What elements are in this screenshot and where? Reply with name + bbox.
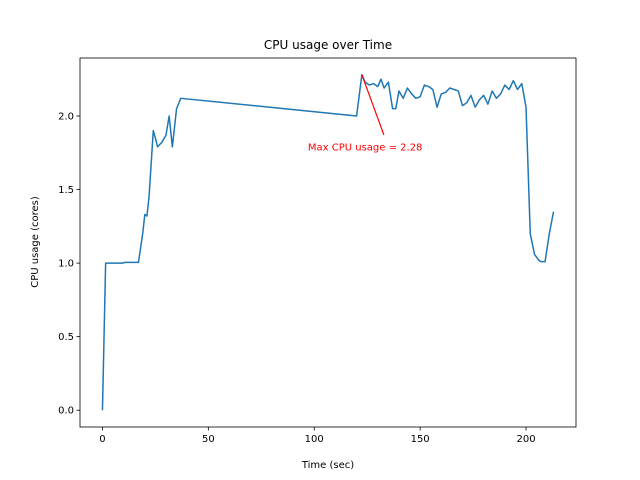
x-tick-label: 200: [516, 434, 535, 445]
series-line-0: [101, 74, 555, 411]
x-tick-label: 150: [411, 434, 430, 445]
y-tick-label: 1.0: [58, 259, 74, 270]
x-tick-label: 0: [99, 434, 105, 445]
annotation-arrow: [361, 74, 385, 136]
annotation-label: Max CPU usage = 2.28: [308, 142, 423, 153]
y-tick-label: 2.0: [58, 111, 74, 122]
plot-area: [79, 57, 577, 428]
x-tick-label: 100: [305, 434, 324, 445]
axis-ticks: 0 50 100 150 200 0.0 0.5 1.0 1.5 2.0: [58, 111, 535, 445]
x-axis-label: Time (sec): [301, 460, 354, 471]
y-tick-label: 0.5: [58, 332, 74, 343]
y-tick-label: 1.5: [58, 185, 74, 196]
y-axis-label: CPU usage (cores): [30, 196, 41, 288]
x-tick-label: 50: [202, 434, 215, 445]
axes-frame: [79, 57, 577, 428]
y-tick-label: 0.0: [58, 406, 74, 417]
chart-title: CPU usage over Time: [264, 38, 392, 52]
